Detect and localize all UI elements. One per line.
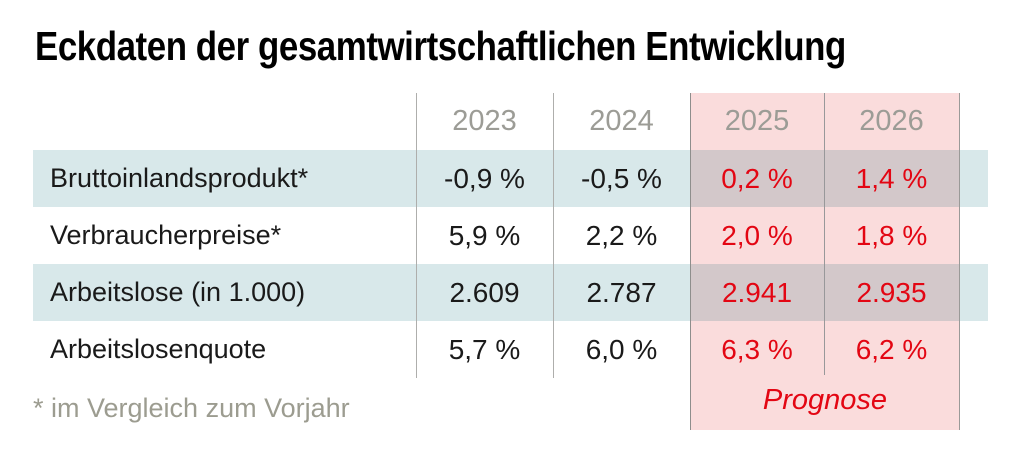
value-cell-forecast: 2,0 %	[721, 220, 793, 251]
page-title: Eckdaten der gesamtwirtschaftlichen Entw…	[35, 23, 846, 69]
value-cell-forecast: 1,8 %	[855, 220, 928, 251]
year-header-2025: 2025	[724, 105, 790, 137]
value-cell-forecast: 2.941	[721, 277, 793, 308]
row-label-arbeitslose: Arbeitslose (in 1.000)	[50, 277, 306, 307]
value-cell: 2,2 %	[585, 220, 658, 251]
year-header-2026: 2026	[859, 105, 924, 137]
value-cell: 2.787	[586, 277, 657, 308]
column-divider	[690, 93, 691, 430]
value-cell-forecast: 2.935	[856, 277, 927, 308]
value-cell-forecast: 1,4 %	[855, 163, 928, 194]
year-header-2024: 2024	[589, 105, 654, 137]
value-cell: 5,9 %	[448, 220, 521, 251]
row-label-bip: Bruttoinlandsprodukt*	[50, 163, 309, 193]
value-cell: 6,0 %	[585, 334, 658, 365]
column-divider	[416, 93, 417, 378]
row-label-arbeitslosenquote: Arbeitslosenquote	[50, 334, 267, 364]
row-stripe	[33, 264, 988, 321]
value-cell: -0,5 %	[581, 163, 662, 194]
value-cell: 2.609	[449, 277, 520, 308]
value-cell: 5,7 %	[448, 334, 521, 365]
year-header-2023: 2023	[452, 105, 517, 137]
value-cell-forecast: 6,2 %	[855, 334, 928, 365]
column-divider	[824, 93, 825, 375]
footnote: * im Vergleich zum Vorjahr	[33, 393, 350, 423]
forecast-highlight-block	[690, 93, 960, 430]
value-cell: -0,9 %	[444, 163, 525, 194]
column-divider	[553, 93, 554, 378]
row-label-verbraucherpreise: Verbraucherpreise*	[50, 220, 282, 250]
row-stripe	[33, 150, 988, 207]
value-cell-forecast: 6,3 %	[721, 334, 793, 365]
value-cell-forecast: 0,2 %	[721, 163, 793, 194]
forecast-label: Prognose	[762, 384, 888, 416]
column-divider	[959, 93, 960, 430]
